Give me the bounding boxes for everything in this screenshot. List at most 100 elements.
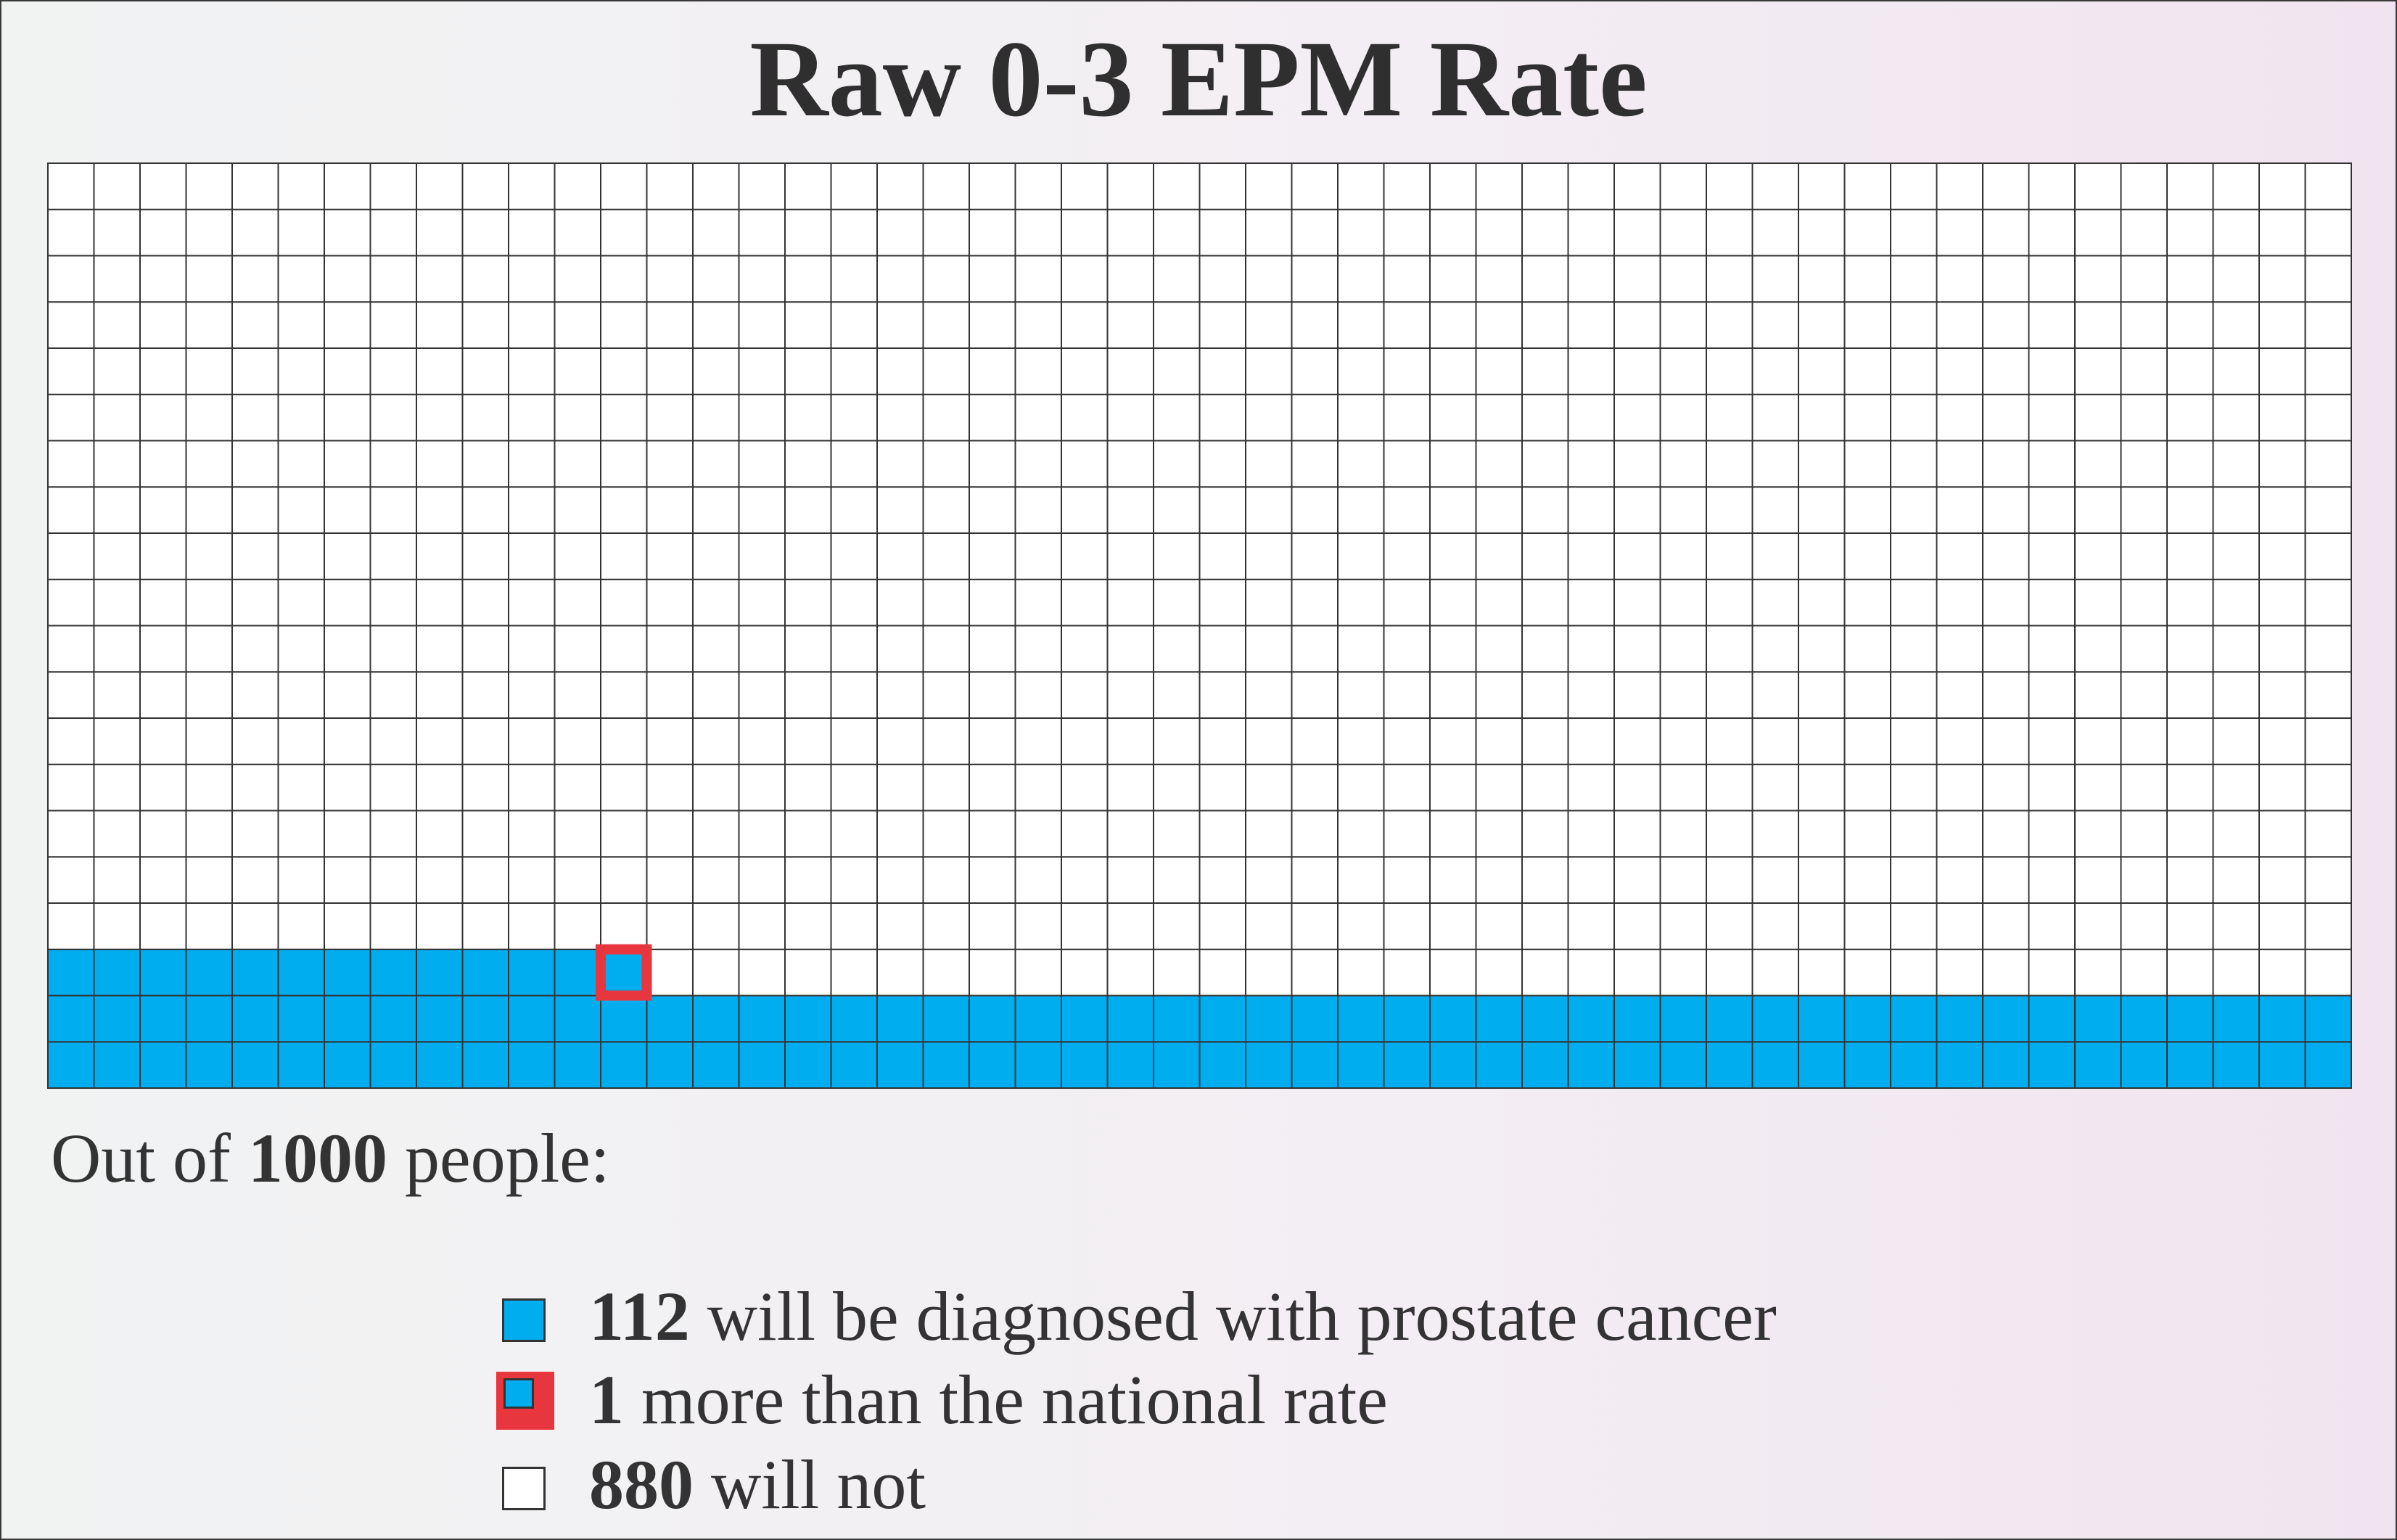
waffle-cell-not-diagnosed xyxy=(922,856,970,904)
waffle-cell-not-diagnosed xyxy=(830,810,878,858)
waffle-cell-not-diagnosed xyxy=(231,902,279,950)
waffle-cell-not-diagnosed xyxy=(646,902,694,950)
waffle-cell-not-diagnosed xyxy=(1613,347,1661,395)
waffle-cell-not-diagnosed xyxy=(1291,578,1339,627)
waffle-cell-diagnosed xyxy=(185,1041,233,1089)
waffle-cell-not-diagnosed xyxy=(2166,301,2214,349)
waffle-cell-not-diagnosed xyxy=(1613,393,1661,442)
waffle-cell-not-diagnosed xyxy=(2028,393,2076,442)
waffle-cell-not-diagnosed xyxy=(1613,255,1661,303)
waffle-cell-not-diagnosed xyxy=(2212,208,2260,257)
legend-count-more: 1 xyxy=(589,1361,624,1438)
waffle-cell-diagnosed xyxy=(2212,995,2260,1043)
waffle-cell-diagnosed xyxy=(369,995,417,1043)
waffle-cell-not-diagnosed xyxy=(554,440,601,488)
waffle-cell-not-diagnosed xyxy=(922,208,970,257)
waffle-cell-not-diagnosed xyxy=(1843,902,1891,950)
waffle-cell-not-diagnosed xyxy=(1751,948,1799,997)
waffle-cell-not-diagnosed xyxy=(461,717,509,765)
waffle-cell-not-diagnosed xyxy=(508,162,556,210)
waffle-cell-not-diagnosed xyxy=(231,671,279,719)
waffle-cell-not-diagnosed xyxy=(1521,948,1569,997)
waffle-cell-not-diagnosed xyxy=(1291,856,1339,904)
waffle-cell-not-diagnosed xyxy=(2028,255,2076,303)
waffle-cell-not-diagnosed xyxy=(2120,486,2168,534)
waffle-cell-not-diagnosed xyxy=(692,440,740,488)
waffle-cell-not-diagnosed xyxy=(1751,440,1799,488)
waffle-cell-not-diagnosed xyxy=(1153,717,1201,765)
waffle-cell-not-diagnosed xyxy=(231,763,279,812)
waffle-cell-not-diagnosed xyxy=(1706,532,1753,580)
waffle-cell-not-diagnosed xyxy=(738,902,786,950)
waffle-cell-not-diagnosed xyxy=(369,671,417,719)
waffle-cell-not-diagnosed xyxy=(876,162,924,210)
waffle-cell-diagnosed xyxy=(969,995,1016,1043)
waffle-cell-not-diagnosed xyxy=(2166,532,2214,580)
waffle-cell-diagnosed xyxy=(1106,995,1154,1043)
waffle-cell-not-diagnosed xyxy=(1014,301,1062,349)
waffle-cell-not-diagnosed xyxy=(277,763,325,812)
waffle-cell-not-diagnosed xyxy=(1475,532,1523,580)
waffle-cell-not-diagnosed xyxy=(1337,208,1385,257)
waffle-cell-not-diagnosed xyxy=(1982,347,2030,395)
waffle-cell-not-diagnosed xyxy=(2074,301,2122,349)
waffle-cell-not-diagnosed xyxy=(1613,301,1661,349)
waffle-cell-not-diagnosed xyxy=(1567,532,1615,580)
waffle-cell-not-diagnosed xyxy=(2258,948,2306,997)
waffle-cell-not-diagnosed xyxy=(2212,948,2260,997)
waffle-cell-not-diagnosed xyxy=(1153,255,1201,303)
waffle-cell-not-diagnosed xyxy=(1383,717,1431,765)
waffle-cell-not-diagnosed xyxy=(1982,902,2030,950)
waffle-cell-not-diagnosed xyxy=(1383,625,1431,673)
waffle-cell-not-diagnosed xyxy=(969,162,1016,210)
waffle-cell-not-diagnosed xyxy=(646,532,694,580)
waffle-cell-not-diagnosed xyxy=(876,347,924,395)
waffle-cell-not-diagnosed xyxy=(1291,208,1339,257)
waffle-cell-not-diagnosed xyxy=(969,671,1016,719)
waffle-cell-not-diagnosed xyxy=(1936,902,1983,950)
waffle-cell-not-diagnosed xyxy=(1751,486,1799,534)
waffle-cell-not-diagnosed xyxy=(2074,948,2122,997)
waffle-cell-not-diagnosed xyxy=(185,671,233,719)
waffle-cell-not-diagnosed xyxy=(1106,347,1154,395)
waffle-cell-not-diagnosed xyxy=(461,578,509,627)
waffle-cell-diagnosed xyxy=(554,948,601,997)
waffle-cell-diagnosed xyxy=(646,995,694,1043)
waffle-cell-not-diagnosed xyxy=(1337,347,1385,395)
waffle-cell-not-diagnosed xyxy=(1337,162,1385,210)
waffle-cell-not-diagnosed xyxy=(738,717,786,765)
waffle-cell-not-diagnosed xyxy=(1890,393,1938,442)
waffle-cell-not-diagnosed xyxy=(1843,393,1891,442)
waffle-cell-diagnosed xyxy=(369,948,417,997)
waffle-cell-not-diagnosed xyxy=(1843,578,1891,627)
waffle-cell-diagnosed xyxy=(277,948,325,997)
waffle-cell-not-diagnosed xyxy=(93,162,141,210)
waffle-cell-not-diagnosed xyxy=(600,532,648,580)
waffle-cell-not-diagnosed xyxy=(2120,625,2168,673)
waffle-cell-not-diagnosed xyxy=(2074,717,2122,765)
waffle-cell-not-diagnosed xyxy=(416,162,464,210)
waffle-cell-not-diagnosed xyxy=(1613,948,1661,997)
waffle-cell-not-diagnosed xyxy=(1198,393,1246,442)
waffle-cell-diagnosed xyxy=(416,1041,464,1089)
waffle-cell-not-diagnosed xyxy=(1936,948,1983,997)
waffle-cell-not-diagnosed xyxy=(830,625,878,673)
waffle-cell-diagnosed xyxy=(784,1041,832,1089)
waffle-cell-not-diagnosed xyxy=(231,162,279,210)
waffle-cell-not-diagnosed xyxy=(1843,717,1891,765)
waffle-cell-not-diagnosed xyxy=(1245,902,1293,950)
waffle-cell-not-diagnosed xyxy=(231,578,279,627)
waffle-cell-not-diagnosed xyxy=(738,625,786,673)
legend-swatch-not-diagnosed xyxy=(502,1467,546,1510)
waffle-cell-not-diagnosed xyxy=(600,486,648,534)
waffle-cell-not-diagnosed xyxy=(2074,810,2122,858)
waffle-cell-not-diagnosed xyxy=(784,208,832,257)
waffle-cell-not-diagnosed xyxy=(692,763,740,812)
waffle-cell-not-diagnosed xyxy=(1843,208,1891,257)
waffle-cell-not-diagnosed xyxy=(1337,486,1385,534)
waffle-cell-not-diagnosed xyxy=(1982,393,2030,442)
waffle-cell-diagnosed xyxy=(1337,995,1385,1043)
waffle-cell-not-diagnosed xyxy=(876,856,924,904)
waffle-cell-not-diagnosed xyxy=(1843,810,1891,858)
